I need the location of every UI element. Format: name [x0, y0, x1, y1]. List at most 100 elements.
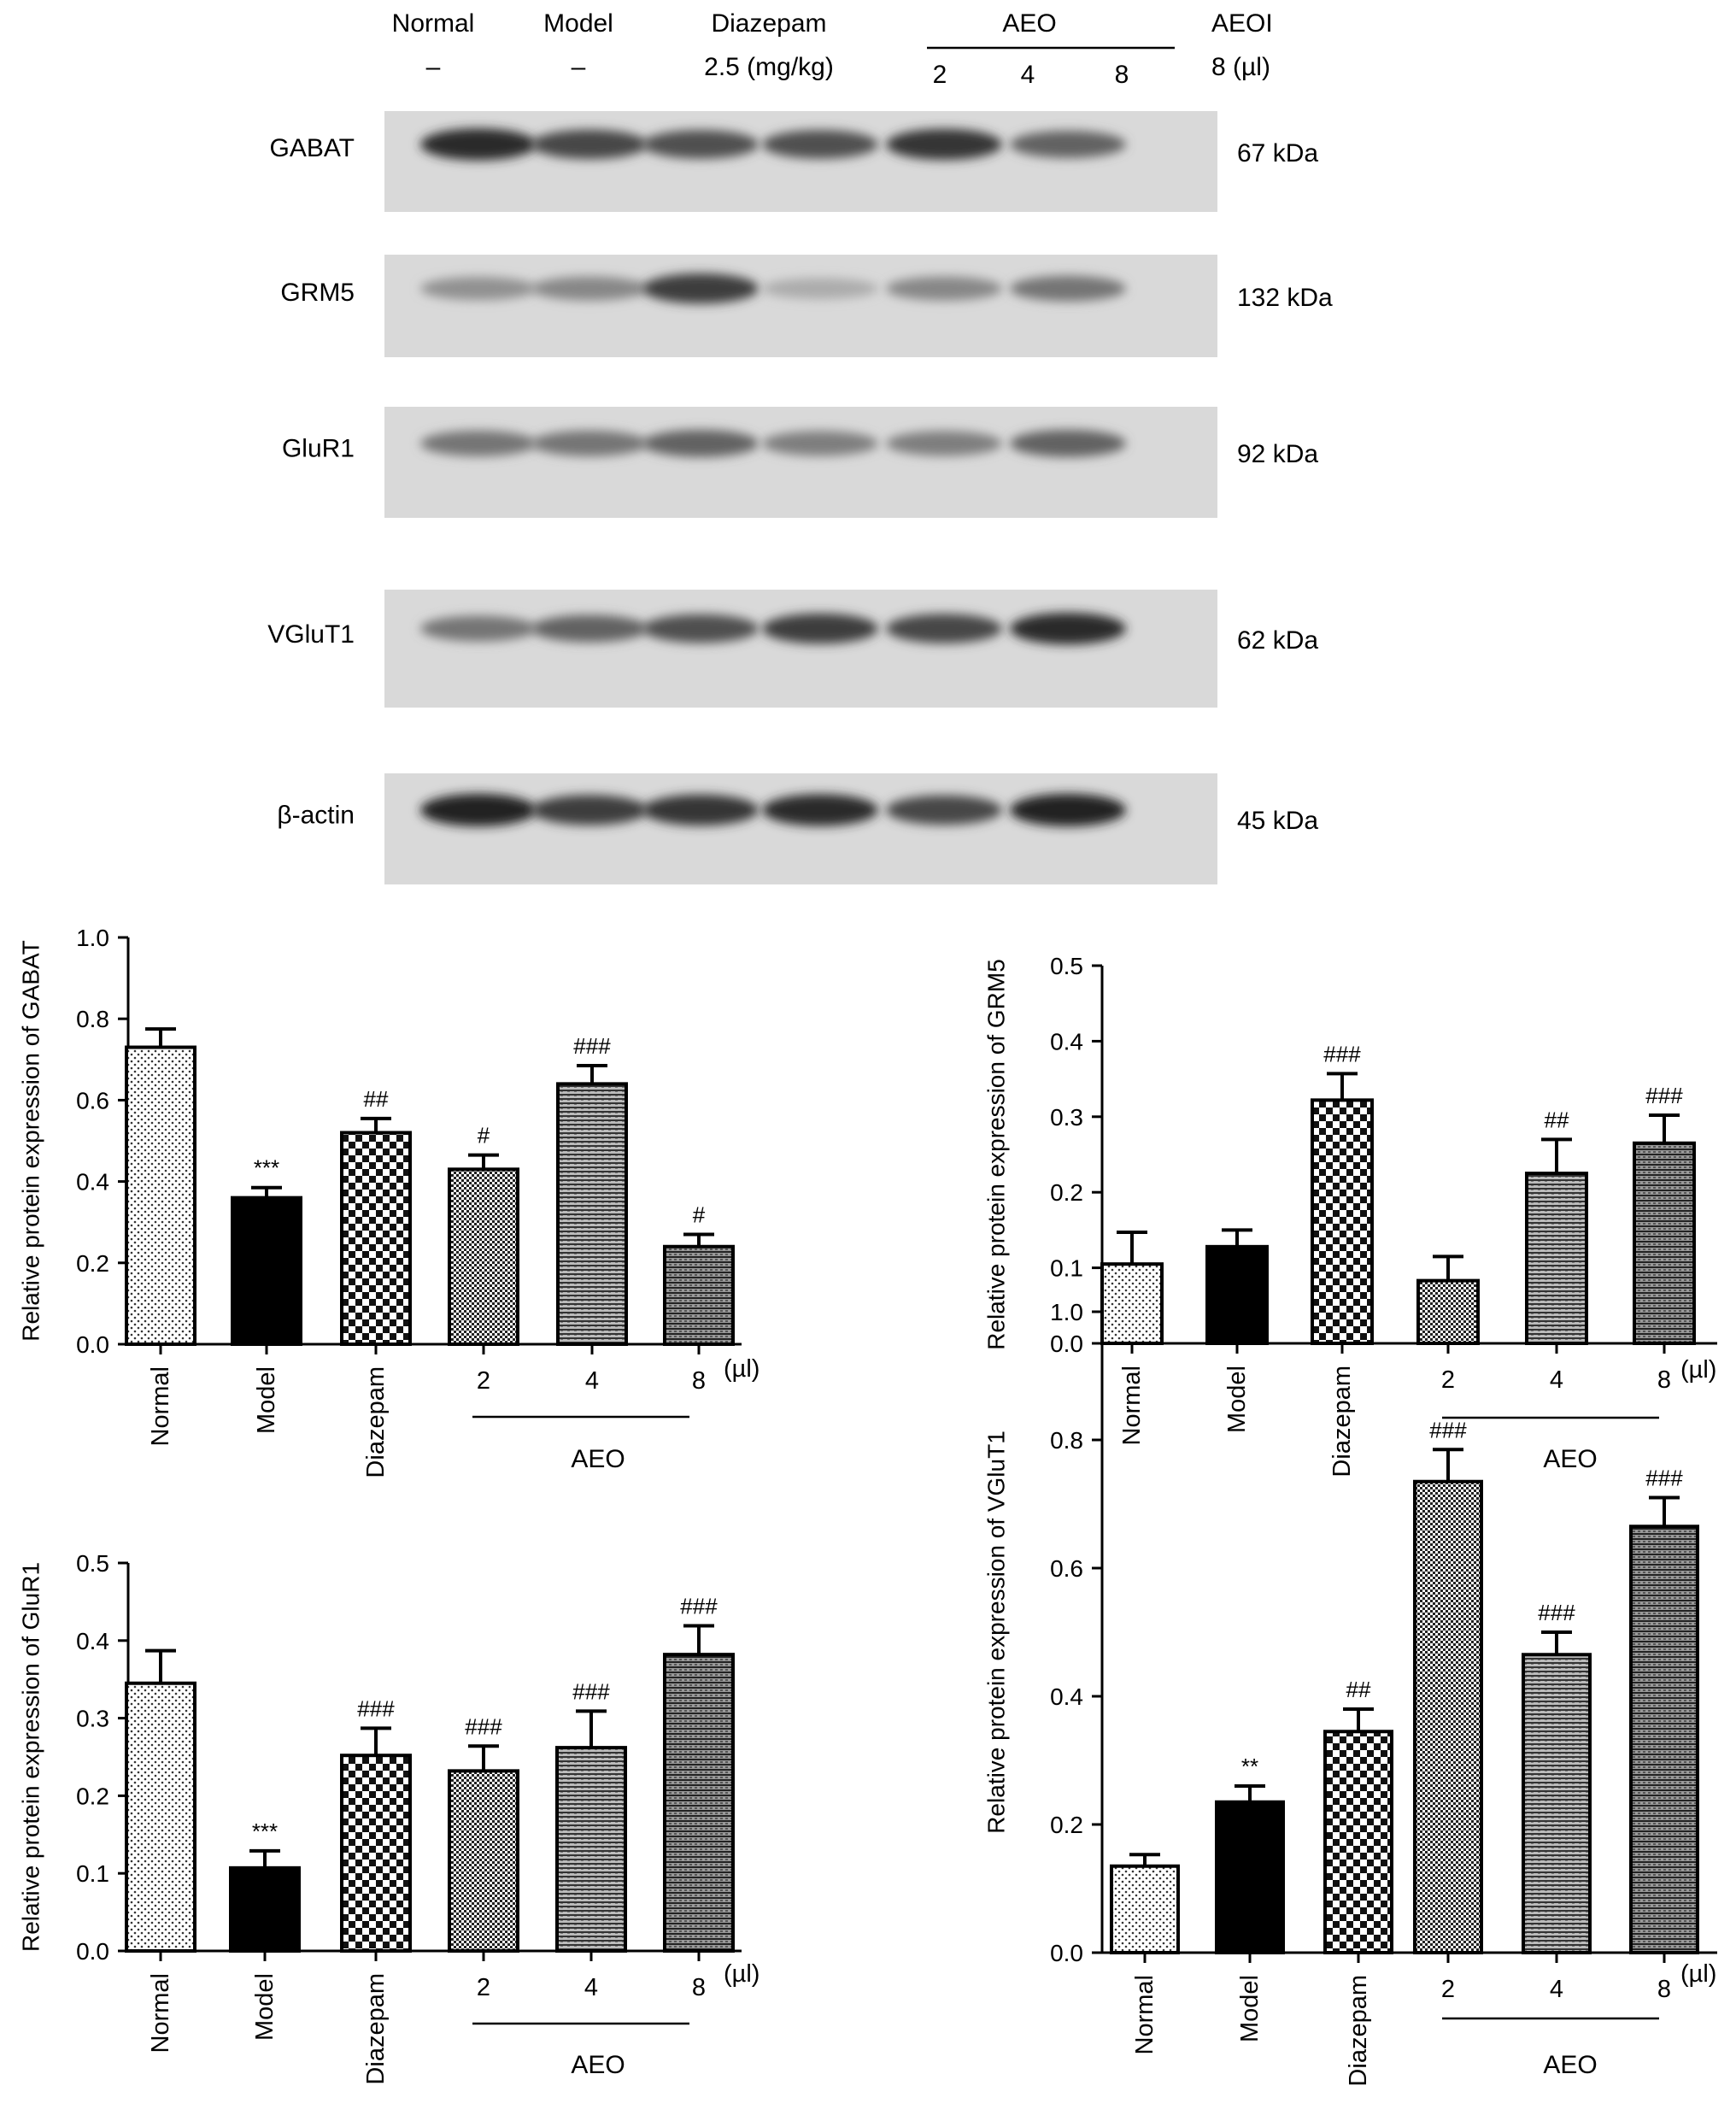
blot-band — [886, 276, 1002, 301]
x-tick-label: 2 — [1441, 1976, 1455, 2003]
bar-model — [1205, 1244, 1269, 1346]
x-tick-label: Diazepam — [362, 1973, 390, 2085]
x-tick-label: Diazepam — [1328, 1366, 1356, 1478]
group-label: AEO — [571, 2051, 625, 2079]
x-tick-label: Diazepam — [1345, 1975, 1372, 2087]
chart-grm5: 0.0 0.1 0.2 0.3 0.4 0.5 Relative protein expre… — [983, 953, 1717, 1478]
significance-label: ### — [357, 1695, 395, 1721]
blot-band — [642, 794, 759, 826]
blot-band — [886, 431, 1002, 456]
blot-size-label: 92 kDa — [1237, 440, 1318, 468]
blot-band — [420, 128, 537, 161]
unit-label: (µl) — [724, 1960, 760, 1988]
blot-protein-label: GluR1 — [282, 435, 355, 463]
x-tick-label: 8 — [692, 1367, 706, 1395]
significance-label: ### — [1429, 1417, 1467, 1442]
group-label: AEO — [1543, 1445, 1597, 1473]
blot-size-label: 45 kDa — [1237, 807, 1318, 835]
y-tick-label: 0.2 — [1050, 1812, 1083, 1838]
significance-label: ### — [1645, 1083, 1683, 1108]
bar-4 — [1525, 1172, 1588, 1345]
unit-label: (µl) — [1680, 1960, 1716, 1988]
significance-label: ### — [1323, 1041, 1361, 1066]
blot-band — [531, 276, 648, 301]
blot-protein-label: GRM5 — [280, 279, 355, 307]
blot-band — [531, 430, 648, 456]
y-tick-label: 0.8 — [76, 1006, 109, 1032]
y-tick-label: 0.8 — [1050, 1427, 1083, 1454]
blot-size-label: 132 kDa — [1237, 284, 1333, 312]
x-tick-label: Normal — [1118, 1366, 1146, 1445]
blot-band — [762, 794, 878, 826]
y-axis-label: Relative protein expression of GABAT — [18, 940, 44, 1341]
blot-band — [420, 276, 537, 301]
x-tick-label: 2 — [1441, 1366, 1455, 1394]
y-tick-label: 0.0 — [1050, 1940, 1083, 1966]
header-normal: Normal — [392, 9, 475, 38]
blot-band — [420, 615, 537, 642]
bar-model — [1215, 1800, 1285, 1954]
bar-model — [231, 1196, 302, 1347]
bar-8 — [1633, 1141, 1696, 1345]
header-aeoi: AEOI — [1211, 9, 1273, 38]
bar-2 — [1416, 1278, 1480, 1346]
significance-label: # — [693, 1202, 706, 1227]
blot-band — [642, 130, 759, 159]
blot-band — [531, 129, 648, 160]
y-tick-label: 0.4 — [1050, 1683, 1083, 1710]
chart-glur1: 0.0 0.1 0.2 0.3 0.4 0.5 Relative protein expre… — [18, 1550, 760, 2085]
blot-protein-label: β-actin — [277, 802, 355, 830]
header-model: Model — [543, 9, 613, 38]
blot-membrane — [384, 773, 1217, 884]
significance-label: ## — [1545, 1107, 1569, 1132]
x-tick-label: Model — [1236, 1975, 1264, 2042]
y-tick-label: 0.6 — [1050, 1555, 1083, 1582]
significance-label: ## — [1346, 1677, 1371, 1702]
significance-label: # — [478, 1123, 490, 1149]
blot-band — [1010, 429, 1126, 457]
x-tick-label: 2 — [477, 1367, 490, 1395]
bar-model — [229, 1865, 301, 1953]
bar-4 — [556, 1082, 628, 1346]
y-tick-label: 0.2 — [1050, 1179, 1083, 1206]
blot-band — [420, 793, 537, 827]
x-tick-label: Model — [251, 1973, 279, 2041]
header-aeo-dose-8: 8 — [1115, 61, 1129, 89]
bar-diazepam — [340, 1131, 412, 1346]
y-tick-label: 0.3 — [76, 1706, 109, 1732]
blot-membrane — [384, 111, 1217, 212]
bar-diazepam — [1311, 1098, 1374, 1346]
blot-band — [1010, 793, 1126, 827]
bar-diazepam — [1323, 1730, 1393, 1954]
x-tick-label: 4 — [585, 1367, 599, 1395]
x-tick-label: 8 — [1657, 1366, 1671, 1394]
y-tick-label: 1.0 — [76, 925, 109, 951]
unit-label: (µl) — [1680, 1356, 1716, 1384]
significance-label: ### — [1538, 1600, 1575, 1625]
y-tick-label: 0.2 — [76, 1250, 109, 1277]
blot-band — [531, 795, 648, 825]
y-tick-label: 0.0 — [76, 1938, 109, 1965]
y-tick-label: 0.3 — [1050, 1104, 1083, 1131]
y-tick-label: 0.4 — [76, 1628, 109, 1654]
group-label: AEO — [1543, 2051, 1597, 2079]
x-tick-label: Model — [1223, 1366, 1251, 1433]
blot-band — [1010, 130, 1126, 158]
y-tick-label: 0.6 — [76, 1087, 109, 1113]
blot-row-gabat: GABAT 67 kDa — [270, 111, 1318, 212]
y-axis-label: Relative protein expression of VGluT1 — [983, 1431, 1010, 1834]
bar-2 — [448, 1167, 519, 1346]
blot-band — [1010, 275, 1126, 302]
y-tick-label: 0.0 — [76, 1331, 109, 1358]
bar-4 — [1522, 1653, 1592, 1954]
blot-band — [642, 614, 759, 643]
x-tick-label: 8 — [692, 1974, 706, 2001]
y-tick-label: 0.0 — [1050, 1331, 1083, 1357]
x-tick-label: Diazepam — [362, 1366, 390, 1478]
bar-diazepam — [340, 1754, 412, 1954]
x-tick-label: 2 — [477, 1974, 490, 2001]
bar-normal — [1110, 1864, 1180, 1954]
blot-membrane — [384, 255, 1217, 357]
header-diazepam-dose: 2.5 (mg/kg) — [704, 53, 834, 81]
